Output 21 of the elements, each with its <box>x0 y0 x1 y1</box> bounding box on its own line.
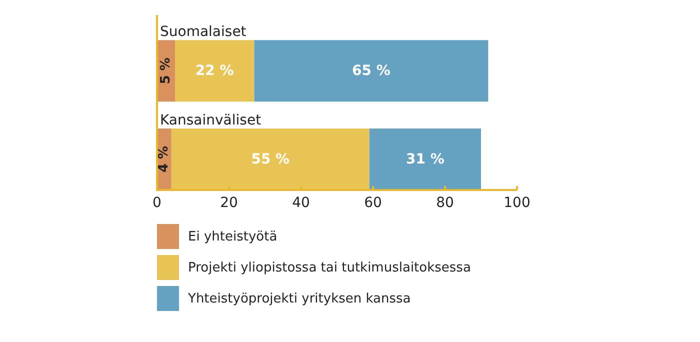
y-tick-label: Suomalaiset <box>160 24 247 40</box>
data-label: 65 % <box>352 62 390 79</box>
legend-label: Projekti yliopistossa tai tutkimuslaitoksessa <box>188 260 471 276</box>
x-tick-label: 100 <box>504 195 530 211</box>
x-tick-label: 20 <box>220 195 238 211</box>
data-label: 22 % <box>195 62 234 79</box>
data-label: 31 % <box>406 151 444 168</box>
legend-label: Yhteistyöprojekti yrityksen kanssa <box>187 292 411 306</box>
data-label: 5 % <box>158 58 174 84</box>
legend-label: Ei yhteistyötä <box>188 230 278 244</box>
data-label: 4 % <box>156 146 172 173</box>
x-tick-label: 0 <box>152 195 162 211</box>
x-tick-label: 40 <box>292 195 310 211</box>
bar <box>254 40 488 102</box>
bar <box>171 128 370 190</box>
x-tick-label: 60 <box>364 195 382 211</box>
bar <box>369 128 481 190</box>
data-label: 55 % <box>251 151 290 168</box>
bar <box>175 40 254 102</box>
x-tick-label: 80 <box>436 195 454 211</box>
y-tick-label: Kansainväliset <box>160 112 262 129</box>
